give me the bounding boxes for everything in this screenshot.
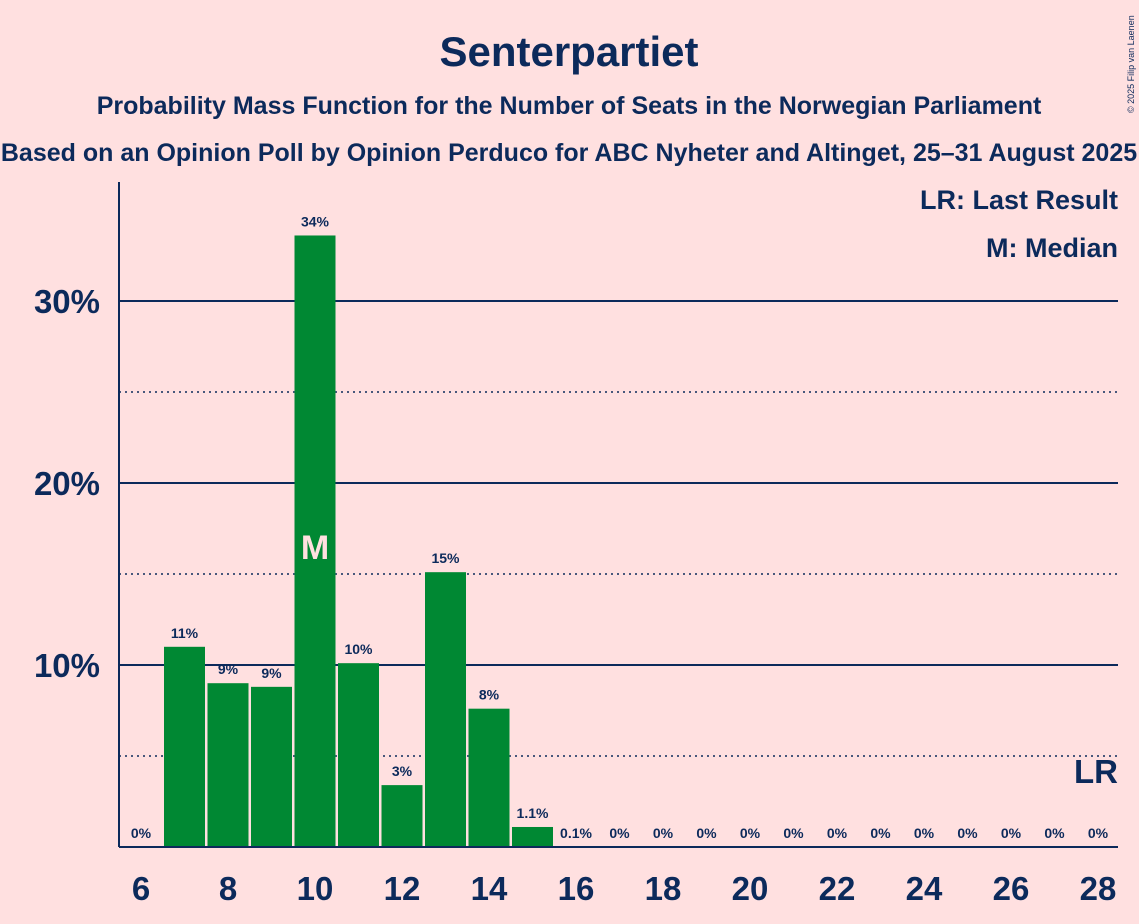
data-label-seat-24: 0%: [914, 825, 935, 841]
legend-last-result: LR: Last Result: [920, 185, 1118, 215]
data-label-seat-7: 11%: [171, 625, 199, 641]
x-tick-label: 24: [906, 870, 943, 907]
data-label-seat-8: 9%: [218, 661, 239, 677]
bar-seat-14: [468, 708, 510, 847]
bar-seat-7: [164, 646, 205, 847]
y-tick-label: 20%: [34, 465, 100, 502]
data-label-seat-26: 0%: [1001, 825, 1022, 841]
bars-group: [164, 235, 553, 848]
data-label-seat-16: 0.1%: [560, 825, 592, 841]
x-tick-label: 28: [1080, 870, 1117, 907]
bar-seat-10: [294, 235, 336, 848]
data-label-seat-21: 0%: [783, 825, 804, 841]
data-label-seat-20: 0%: [740, 825, 761, 841]
data-label-seat-13: 15%: [431, 550, 460, 566]
axes-group: 6 8 10 12 14 16 18 20 22 24 26 28: [118, 182, 1118, 907]
x-tick-label: 10: [297, 870, 334, 907]
bar-seat-11: [338, 663, 379, 847]
chart-subtitle-source: Based on an Opinion Poll by Opinion Perd…: [1, 139, 1137, 167]
y-tick-label: 30%: [34, 283, 100, 320]
data-label-seat-14: 8%: [479, 687, 500, 703]
x-tick-label: 6: [132, 870, 150, 907]
data-label-seat-18: 0%: [653, 825, 674, 841]
last-result-marker: LR: [1074, 753, 1118, 790]
data-label-seat-12: 3%: [392, 763, 413, 779]
x-tick-label: 8: [219, 870, 237, 907]
chart-title: Senterpartiet: [439, 28, 698, 75]
data-label-seat-10: 34%: [301, 213, 330, 229]
data-label-seat-9: 9%: [261, 665, 282, 681]
data-label-seat-11: 10%: [344, 641, 373, 657]
data-label-seat-6: 0%: [131, 825, 152, 841]
x-tick-label: 16: [558, 870, 595, 907]
y-tick-label: 10%: [34, 647, 100, 684]
data-label-seat-17: 0%: [609, 825, 630, 841]
bar-seat-12: [381, 785, 423, 847]
median-marker: M: [301, 529, 329, 567]
data-labels-group: 0% 11% 9% 9% 34% 10% 3% 15% 8% 1.1% 0.1% 0% 0% 0% 0% 0%…: [131, 213, 1118, 841]
x-tick-label: 18: [645, 870, 682, 907]
data-label-seat-27: 0%: [1044, 825, 1065, 841]
x-tick-label: 22: [819, 870, 856, 907]
copyright-note: © 2025 Filip van Laenen: [1126, 15, 1136, 113]
data-label-seat-22: 0%: [827, 825, 848, 841]
x-tick-label: 14: [471, 870, 508, 907]
x-tick-label: 20: [732, 870, 769, 907]
grid-lines: 10% 20% 30%: [34, 283, 1118, 757]
chart-subtitle: Probability Mass Function for the Number…: [97, 92, 1042, 120]
legend-median: M: Median: [986, 233, 1118, 263]
data-label-seat-25: 0%: [957, 825, 978, 841]
data-label-seat-23: 0%: [870, 825, 891, 841]
data-label-seat-28: 0%: [1088, 825, 1109, 841]
x-tick-label: 12: [384, 870, 421, 907]
data-label-seat-19: 0%: [696, 825, 717, 841]
bar-seat-9: [251, 686, 292, 847]
x-tick-label: 26: [993, 870, 1030, 907]
data-label-seat-15: 1.1%: [517, 805, 549, 821]
bar-seat-15: [512, 826, 553, 847]
bar-seat-8: [207, 683, 249, 847]
bar-seat-13: [425, 572, 466, 847]
